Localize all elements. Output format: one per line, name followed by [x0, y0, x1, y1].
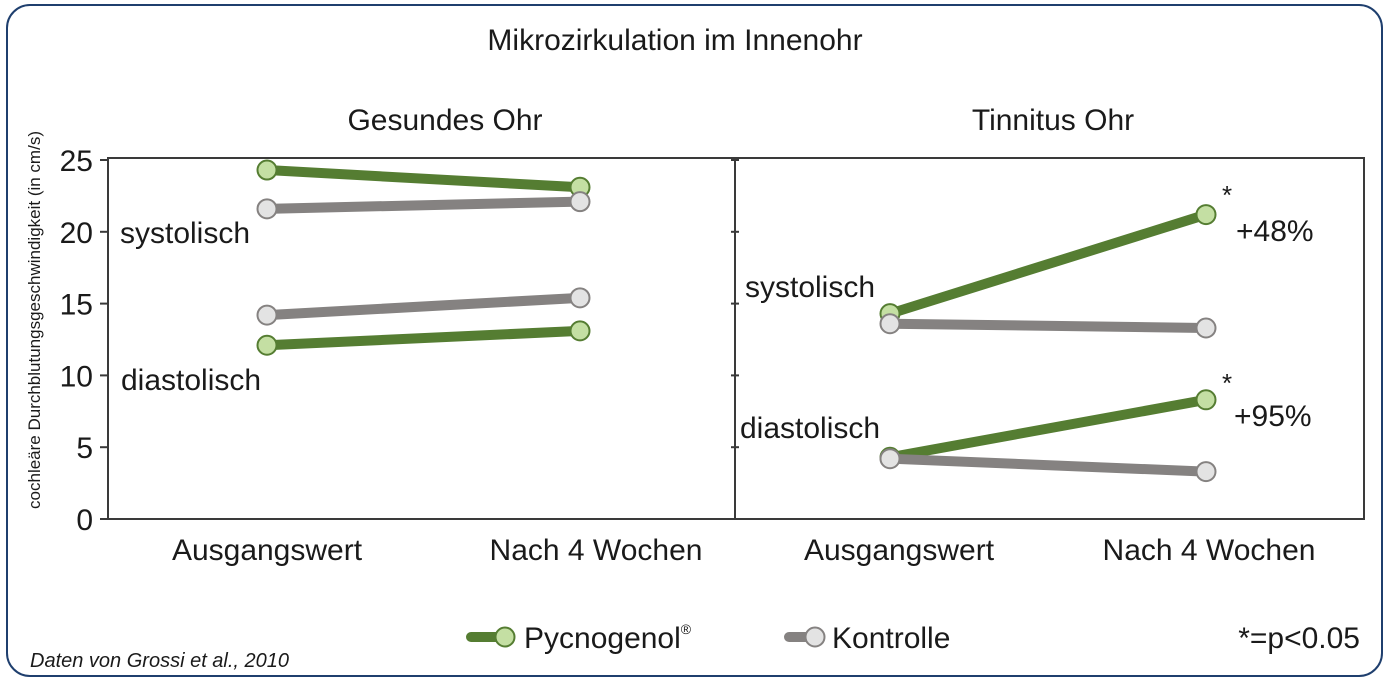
y-tick-label-5: 5 — [76, 432, 93, 465]
series-line-pycnogenol-diastolisch-panel1 — [262, 325, 585, 351]
point-pycnogenol-systolisch-panel1-ausgangswert — [256, 159, 278, 181]
y-tick-label-15: 15 — [60, 289, 93, 322]
annotation-dia-star: * — [1222, 368, 1232, 398]
y-axis-label: cochleäre Durchblutungsgeschwindigkeit (… — [25, 131, 44, 509]
legend-pycnogenol-marker — [494, 626, 516, 648]
y-tick-label-10: 10 — [60, 360, 93, 393]
series-line-kontrolle-systolisch-panel1 — [262, 196, 585, 214]
x-tick-label-ausgangswert-right: Ausgangswert — [804, 534, 995, 567]
label-diastolisch-right: diastolisch — [740, 412, 880, 445]
panel-title-gesundes-ohr: Gesundes Ohr — [347, 104, 542, 137]
series-line-pycnogenol-systolisch-panel2 — [885, 209, 1211, 319]
series-line-pycnogenol-diastolisch-panel2 — [885, 394, 1211, 463]
chart-title: Mikrozirkulation im Innenohr — [487, 24, 862, 57]
point-pycnogenol-diastolisch-panel1-nach-4-wochen — [569, 320, 591, 342]
x-tick-label-nach-4-wochen-left: Nach 4 Wochen — [490, 534, 703, 567]
point-kontrolle-diastolisch-panel2-ausgangswert — [879, 448, 901, 470]
y-tick-label-0: 0 — [76, 504, 93, 537]
significance-note: *=p<0.05 — [1238, 622, 1360, 655]
x-tick-label-ausgangswert-left: Ausgangswert — [172, 534, 363, 567]
legend-kontrolle-label: Kontrolle — [832, 622, 950, 655]
legend-pycnogenol-registered-mark: ® — [681, 621, 692, 637]
series-line-kontrolle-diastolisch-panel2 — [885, 453, 1211, 477]
series-line-kontrolle-diastolisch-panel1 — [262, 292, 585, 321]
point-kontrolle-systolisch-panel1-ausgangswert — [256, 198, 278, 220]
point-kontrolle-diastolisch-panel1-nach-4-wochen — [569, 287, 591, 309]
label-diastolisch-left: diastolisch — [121, 364, 261, 397]
legend: Pycnogenol® Kontrolle — [466, 621, 950, 655]
annotation-sys-percent: +48% — [1236, 215, 1314, 248]
chart-frame — [6, 4, 1383, 677]
point-kontrolle-systolisch-panel1-nach-4-wochen — [569, 191, 591, 213]
svg-text:Pycnogenol®: Pycnogenol® — [524, 621, 692, 655]
point-kontrolle-diastolisch-panel1-ausgangswert — [256, 304, 278, 326]
label-systolisch-left: systolisch — [120, 217, 250, 250]
label-systolisch-right: systolisch — [745, 271, 875, 304]
annotation-sys-star: * — [1222, 180, 1232, 210]
y-tick-label-25: 25 — [60, 145, 93, 178]
x-tick-label-nach-4-wochen-right: Nach 4 Wochen — [1103, 534, 1316, 567]
legend-pycnogenol-label: Pycnogenol — [524, 622, 681, 655]
point-kontrolle-systolisch-panel2-ausgangswert — [879, 313, 901, 335]
annotation-dia-percent: +95% — [1234, 400, 1312, 433]
panel-title-tinnitus-ohr: Tinnitus Ohr — [972, 104, 1134, 137]
point-pycnogenol-diastolisch-panel2-nach-4-wochen — [1195, 389, 1217, 411]
point-pycnogenol-diastolisch-panel1-ausgangswert — [256, 334, 278, 356]
series-line-pycnogenol-systolisch-panel1 — [262, 165, 585, 193]
point-kontrolle-systolisch-panel2-nach-4-wochen — [1195, 317, 1217, 339]
y-tick-label-20: 20 — [60, 217, 93, 250]
point-pycnogenol-systolisch-panel2-nach-4-wochen — [1195, 204, 1217, 226]
source-note: Daten von Grossi et al., 2010 — [30, 650, 289, 672]
point-kontrolle-diastolisch-panel2-nach-4-wochen — [1195, 461, 1217, 483]
legend-kontrolle-marker — [804, 626, 826, 648]
series-line-kontrolle-systolisch-panel2 — [885, 318, 1211, 334]
